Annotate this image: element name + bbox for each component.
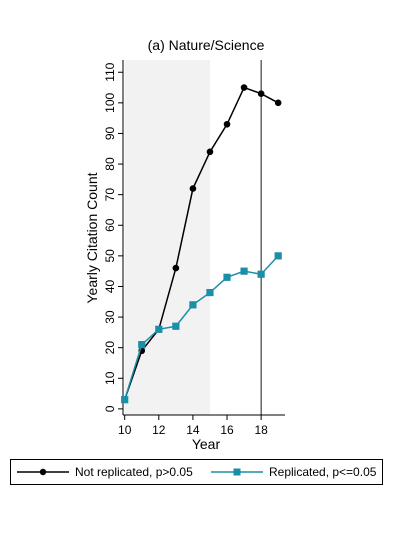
data-point-series-1 [172, 322, 180, 330]
y-tick-label: 0 [103, 405, 117, 412]
y-tick-label: 50 [103, 249, 117, 263]
y-tick-label: 60 [103, 218, 117, 232]
data-point-series-1 [155, 325, 163, 333]
legend: Not replicated, p>0.05 Replicated, p<=0.… [10, 459, 383, 485]
x-axis-label: Year [192, 436, 221, 452]
y-tick-label: 100 [103, 93, 117, 113]
legend-swatch-replicated [211, 468, 263, 476]
series-layer [121, 84, 282, 404]
legend-label-not-replicated: Not replicated, p>0.05 [75, 465, 193, 479]
x-tick-label: 12 [152, 423, 166, 437]
data-point-series-1 [223, 273, 231, 281]
y-tick-label: 30 [103, 310, 117, 324]
data-point-series-1 [257, 270, 265, 278]
y-tick-label: 80 [103, 157, 117, 171]
series-line-0 [123, 86, 279, 400]
data-point-series-0 [189, 185, 197, 192]
data-point-series-1 [189, 301, 197, 309]
legend-item-not-replicated: Not replicated, p>0.05 [17, 460, 193, 484]
y-tick-label: 110 [103, 62, 117, 81]
x-tick-label: 18 [254, 423, 268, 437]
data-point-series-0 [240, 84, 248, 91]
y-tick-label: 40 [103, 279, 117, 293]
data-point-series-1 [274, 252, 282, 260]
legend-label-replicated: Replicated, p<=0.05 [269, 465, 377, 479]
x-tick-label: 14 [186, 423, 200, 437]
legend-item-replicated: Replicated, p<=0.05 [211, 460, 376, 484]
x-tick-label: 16 [220, 423, 234, 437]
chart: 0 10 20 30 40 50 60 70 80 90 100 110 10 12 14 16 18 (a) … [84, 37, 285, 452]
data-point-series-0 [257, 90, 265, 97]
y-axis-label: Yearly Citation Count [84, 172, 100, 303]
data-point-series-0 [206, 148, 214, 156]
data-point-series-1 [240, 267, 248, 275]
data-point-series-0 [274, 99, 282, 107]
data-point-series-1 [121, 396, 129, 404]
y-tick-label: 70 [103, 188, 117, 202]
x-tick-label: 10 [118, 423, 132, 437]
chart-title: (a) Nature/Science [148, 37, 265, 53]
data-point-series-1 [138, 341, 146, 349]
axes-layer: 0 10 20 30 40 50 60 70 80 90 100 110 10 12 14 16 18 [103, 60, 285, 437]
legend-swatch-not-replicated [17, 468, 69, 476]
data-point-series-0 [172, 264, 180, 272]
data-point-series-1 [206, 288, 214, 297]
y-tick-label: 20 [103, 341, 117, 355]
y-tick-label: 10 [103, 371, 117, 385]
data-point-series-0 [223, 120, 231, 128]
series-line-1 [123, 255, 279, 400]
y-tick-label: 90 [103, 126, 117, 140]
